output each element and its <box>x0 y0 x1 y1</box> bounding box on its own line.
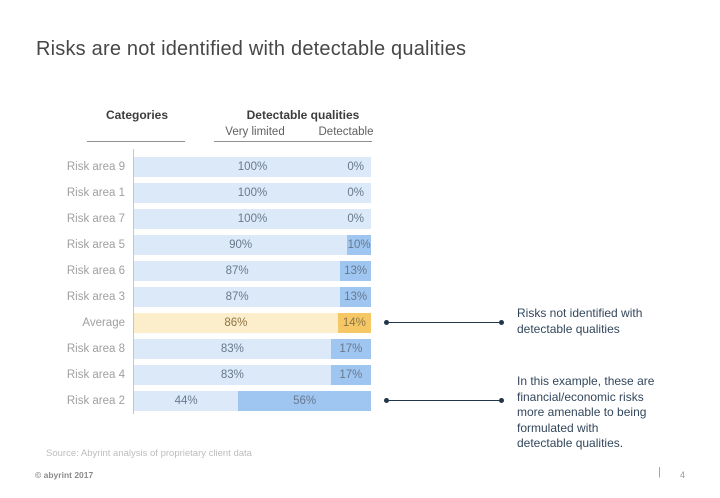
row-label: Risk area 9 <box>66 161 125 173</box>
bar-detectable: 56% <box>238 391 371 411</box>
chart-row: Risk area 4 83% 17% <box>40 365 371 385</box>
column-header-detectable-qualities: Detectable qualities <box>246 108 360 122</box>
chart-row: Risk area 2 44% 56% <box>40 391 371 411</box>
qualities-underline <box>214 141 372 142</box>
bar-detectable: 13% <box>340 287 371 307</box>
row-bars: 100% 0% <box>134 157 371 177</box>
bar-value-detectable: 17% <box>339 369 363 381</box>
risk-bar-table: Risk area 9 100% 0% Risk area 1 100% 0% Risk a… <box>40 157 371 417</box>
row-label: Risk area 6 <box>66 265 125 277</box>
bar-value-very-limited: 100% <box>237 161 268 173</box>
bar-very-limited: 44% <box>134 391 239 411</box>
bar-value-very-limited: 90% <box>229 239 253 251</box>
bar-value-detectable: 17% <box>339 343 363 355</box>
row-bars: 87% 13% <box>134 287 371 307</box>
bar-detectable: 14% <box>337 313 371 333</box>
annotation-risk-area-2: In this example, these are financial/eco… <box>517 374 655 450</box>
row-bars: 44% 56% <box>134 391 371 411</box>
bar-value-very-limited: 83% <box>220 343 244 355</box>
bar-detectable: 17% <box>330 365 371 385</box>
chart-row: Risk area 6 87% 13% <box>40 261 371 281</box>
bar-detectable: 13% <box>340 261 371 281</box>
row-bars: 90% 10% <box>134 235 371 255</box>
row-bars: 83% 17% <box>134 365 371 385</box>
source-note: Source: Abyrint analysis of proprietary … <box>46 448 252 459</box>
bar-value-very-limited: 44% <box>174 395 198 407</box>
chart-row: Risk area 5 90% 10% <box>40 235 371 255</box>
bar-value-very-limited: 100% <box>237 187 268 199</box>
chart-row: Average 86% 14% <box>40 313 371 333</box>
bar-very-limited: 100% <box>134 183 371 203</box>
bar-very-limited: 100% <box>134 209 371 229</box>
row-label: Risk area 1 <box>66 187 125 199</box>
chart-row: Risk area 9 100% 0% <box>40 157 371 177</box>
bar-very-limited: 100% <box>134 157 371 177</box>
categories-underline <box>87 141 185 142</box>
column-subheader-detectable: Detectable <box>318 126 374 138</box>
copyright-text: © abyrint 2017 <box>35 470 94 480</box>
bar-detectable: 10% <box>347 235 371 255</box>
axis-baseline <box>133 149 134 414</box>
connector-line-average <box>384 320 504 325</box>
row-label: Risk area 2 <box>66 395 125 407</box>
bar-very-limited: 83% <box>134 365 331 385</box>
bar-very-limited: 86% <box>134 313 338 333</box>
bar-value-detectable: 13% <box>344 291 368 303</box>
row-bars: 100% 0% <box>134 209 371 229</box>
chart-row: Risk area 1 100% 0% <box>40 183 371 203</box>
column-header-categories: Categories <box>105 108 169 122</box>
page-number-separator: | <box>658 466 661 478</box>
bar-value-very-limited: 83% <box>220 369 244 381</box>
column-subheader-very-limited: Very limited <box>225 126 285 138</box>
row-bars: 86% 14% <box>134 313 371 333</box>
annotation-average: Risks not identified with detectable qua… <box>517 306 643 336</box>
bar-detectable: 17% <box>330 339 371 359</box>
page-title: Risks are not identified with detectable… <box>36 38 467 60</box>
bar-very-limited: 83% <box>134 339 331 359</box>
chart-row: Risk area 8 83% 17% <box>40 339 371 359</box>
bar-value-detectable: 10% <box>347 239 371 251</box>
bar-very-limited: 87% <box>134 261 341 281</box>
bar-value-detectable: 0% <box>347 161 364 173</box>
page-number: 4 <box>680 470 686 480</box>
bar-value-detectable: 0% <box>347 213 364 225</box>
bar-value-detectable: 13% <box>344 265 368 277</box>
bar-very-limited: 87% <box>134 287 341 307</box>
row-label: Risk area 7 <box>66 213 125 225</box>
bar-value-detectable: 56% <box>293 395 317 407</box>
row-label: Risk area 8 <box>66 343 125 355</box>
chart-row: Risk area 3 87% 13% <box>40 287 371 307</box>
row-label: Risk area 4 <box>66 369 125 381</box>
row-bars: 83% 17% <box>134 339 371 359</box>
bar-value-very-limited: 86% <box>224 317 248 329</box>
row-bars: 87% 13% <box>134 261 371 281</box>
bar-value-very-limited: 100% <box>237 213 268 225</box>
bar-very-limited: 90% <box>134 235 348 255</box>
row-label: Average <box>82 317 125 329</box>
bar-value-very-limited: 87% <box>225 265 249 277</box>
row-label: Risk area 5 <box>66 239 125 251</box>
connector-line-risk-area-2 <box>384 398 504 403</box>
bar-value-very-limited: 87% <box>225 291 249 303</box>
bar-value-detectable: 0% <box>347 187 364 199</box>
chart-row: Risk area 7 100% 0% <box>40 209 371 229</box>
bar-value-detectable: 14% <box>342 317 366 329</box>
row-label: Risk area 3 <box>66 291 125 303</box>
row-bars: 100% 0% <box>134 183 371 203</box>
